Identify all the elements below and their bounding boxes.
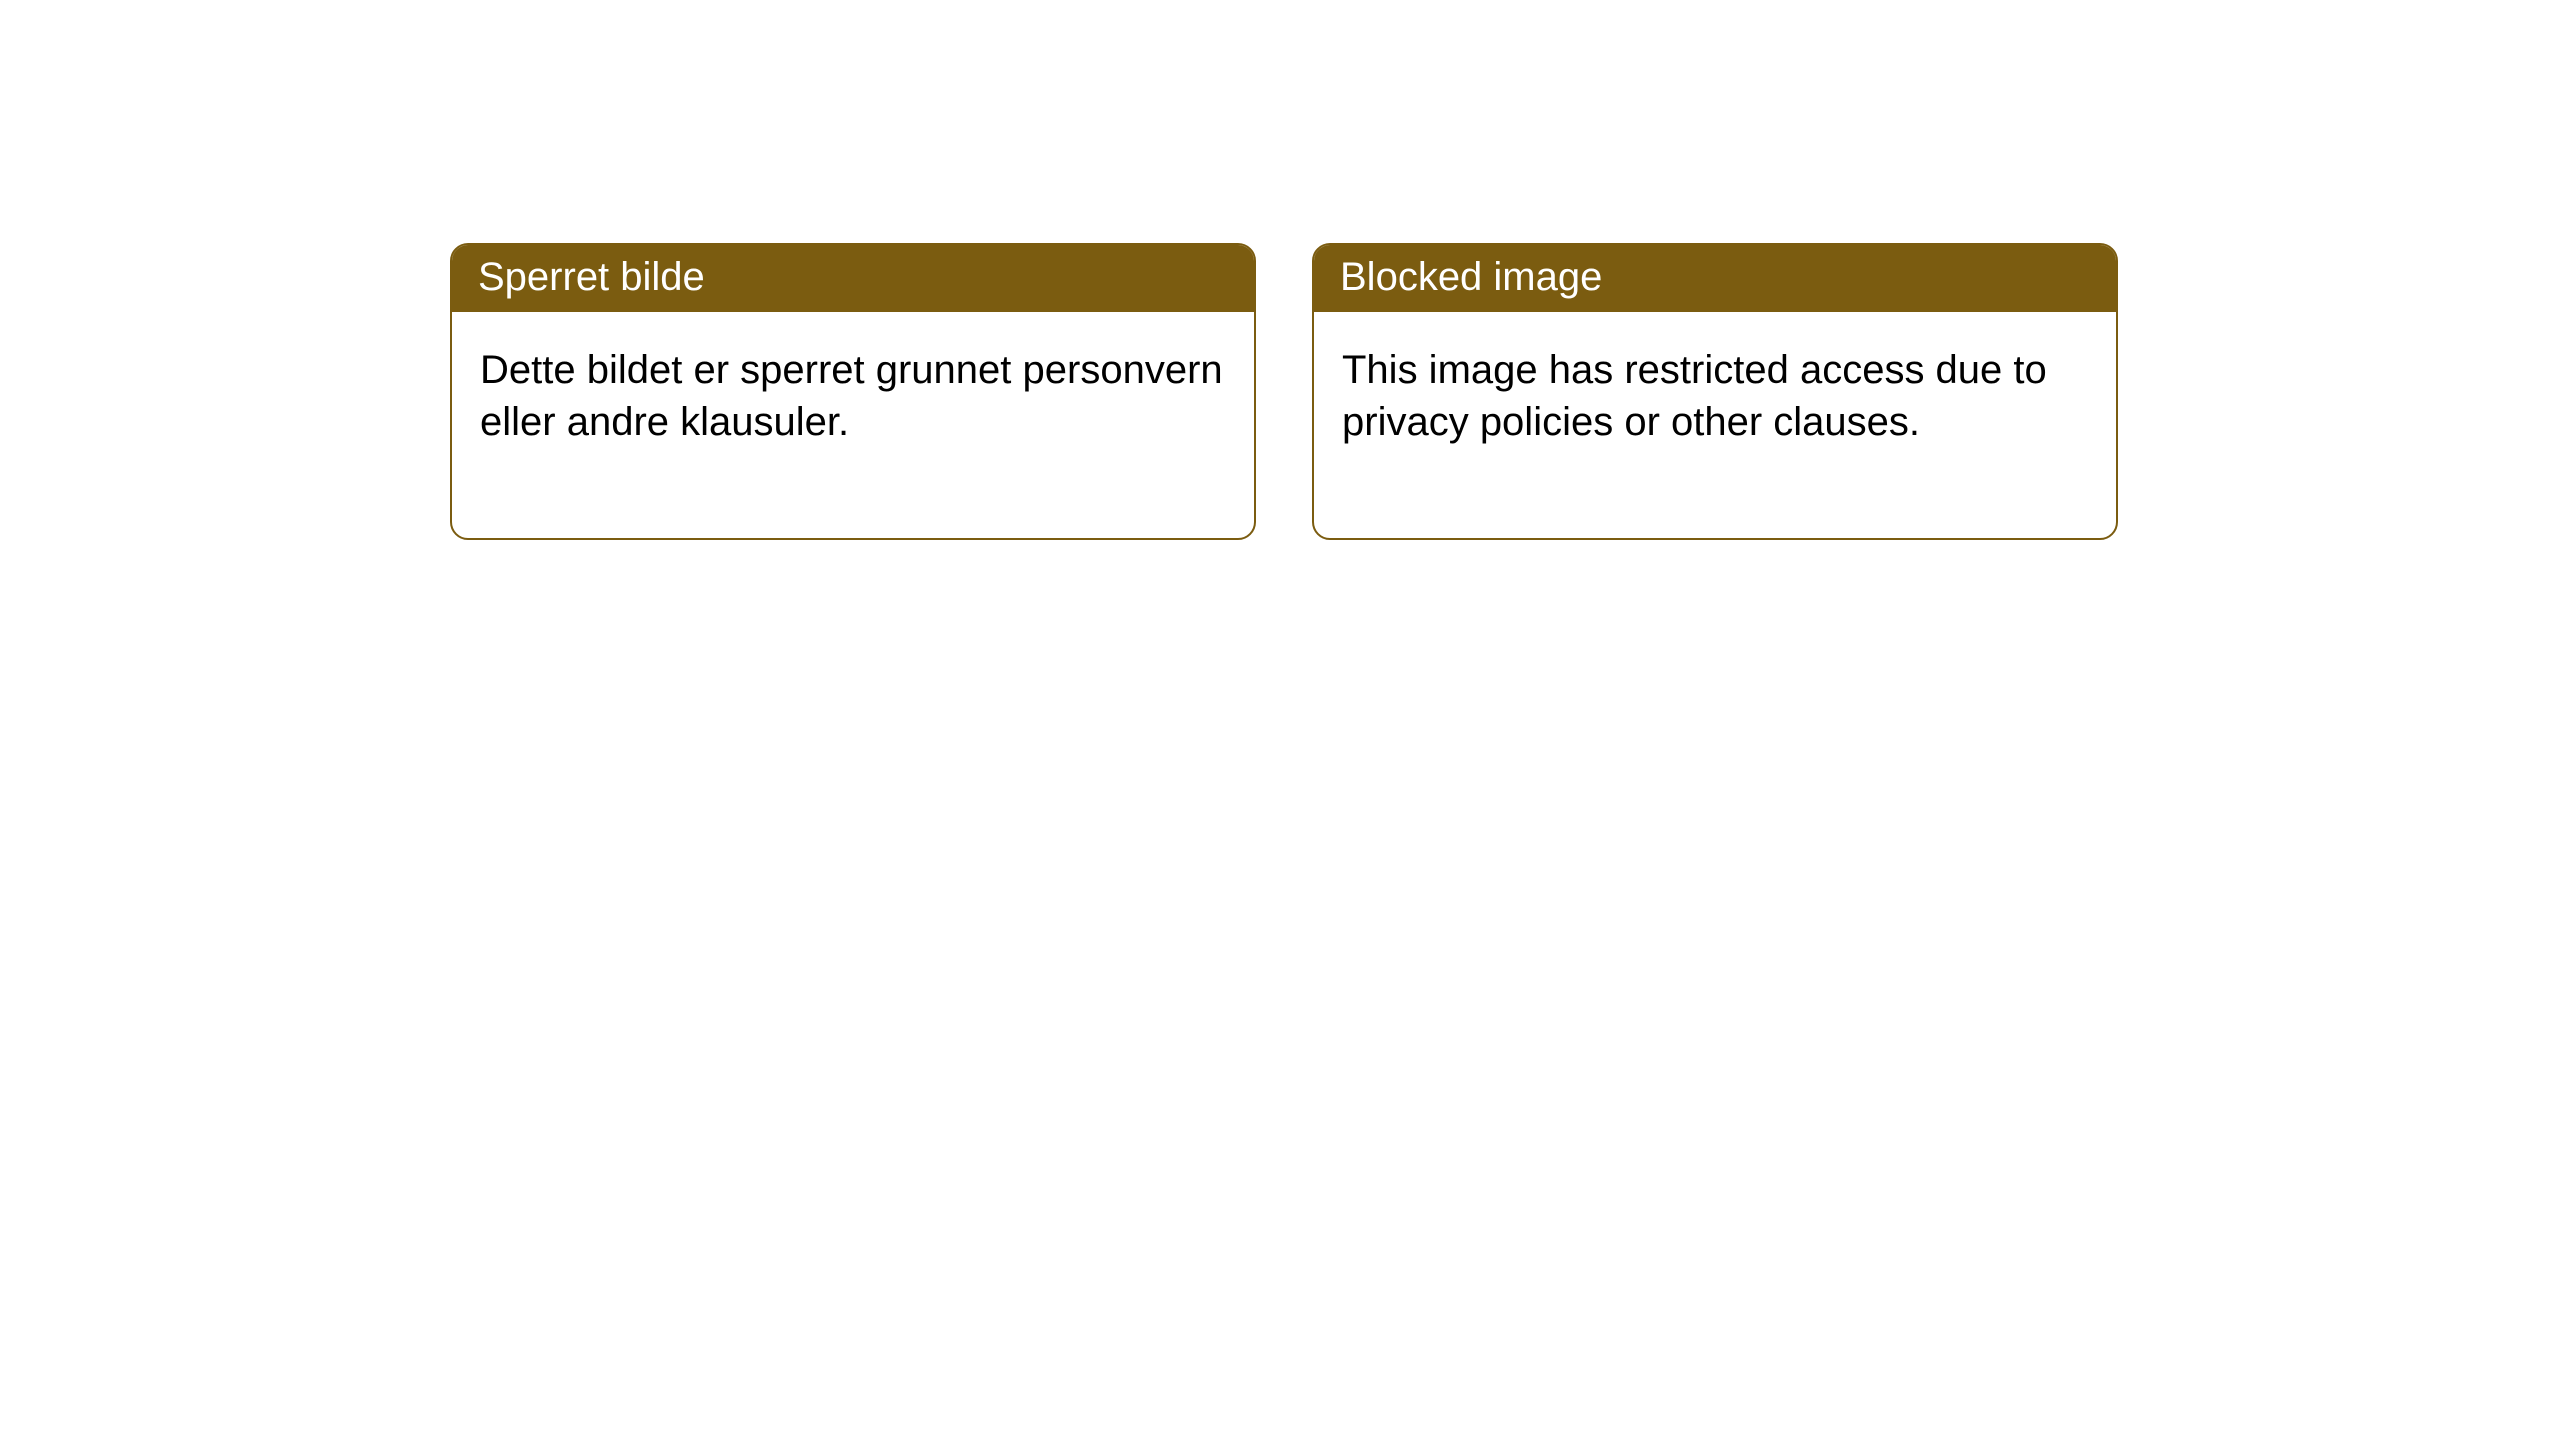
card-title: Blocked image xyxy=(1340,255,1602,299)
card-header: Blocked image xyxy=(1314,245,2116,312)
notice-card-no: Sperret bilde Dette bildet er sperret gr… xyxy=(450,243,1256,540)
card-body-text: This image has restricted access due to … xyxy=(1342,348,2047,444)
card-title: Sperret bilde xyxy=(478,255,705,299)
card-header: Sperret bilde xyxy=(452,245,1254,312)
notice-card-en: Blocked image This image has restricted … xyxy=(1312,243,2118,540)
notice-cards-container: Sperret bilde Dette bildet er sperret gr… xyxy=(450,243,2118,540)
card-body: This image has restricted access due to … xyxy=(1314,312,2116,538)
card-body-text: Dette bildet er sperret grunnet personve… xyxy=(480,348,1223,444)
card-body: Dette bildet er sperret grunnet personve… xyxy=(452,312,1254,538)
